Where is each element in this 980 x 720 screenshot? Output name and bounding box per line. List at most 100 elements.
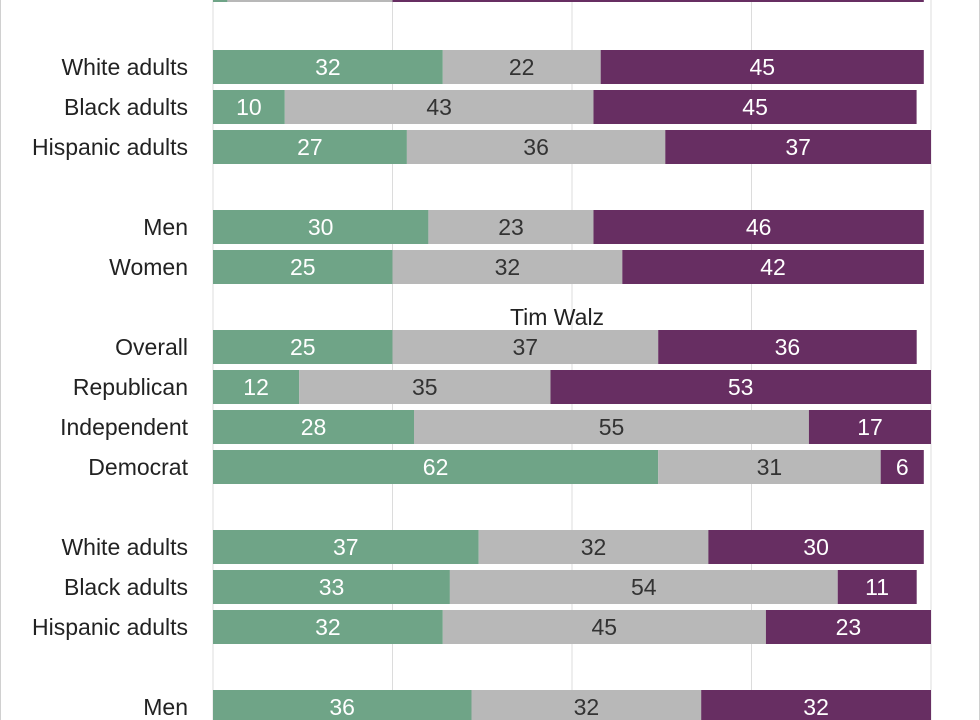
data-label: 10: [236, 94, 262, 120]
data-label: 30: [308, 214, 334, 240]
data-label: 42: [760, 254, 786, 280]
bar-row: 62 31 6: [213, 450, 924, 484]
bar-row: 25 32 42: [213, 250, 924, 284]
bar-segment: [299, 370, 551, 404]
bar-segment: [808, 410, 931, 444]
data-label: 36: [329, 694, 355, 720]
bar-segment: [414, 410, 809, 444]
bar-segment: [665, 130, 931, 164]
data-label: 23: [498, 214, 524, 240]
data-label: 36: [523, 134, 549, 160]
category-label: Hispanic adults: [32, 134, 188, 160]
bar-segment: [449, 570, 838, 604]
section-title: Tim Walz: [510, 304, 604, 330]
bar-segment: [442, 610, 766, 644]
category-label: Republican: [73, 374, 188, 400]
bar-segment: [213, 570, 450, 604]
data-label: 46: [746, 214, 772, 240]
bar-segment: [213, 0, 228, 2]
data-label: 53: [728, 374, 754, 400]
data-label: 12: [243, 374, 269, 400]
category-label: Men: [143, 214, 188, 240]
bar-row: [213, 0, 924, 2]
bar-segment: [622, 250, 924, 284]
category-label: Black adults: [64, 574, 188, 600]
bar-segment: [471, 690, 702, 720]
bar-row: 12 35 53: [213, 370, 931, 404]
data-label: 45: [742, 94, 768, 120]
bar-segment: [658, 450, 881, 484]
bar-segment: [708, 530, 924, 564]
bar-segment: [213, 450, 659, 484]
bar-segment: [213, 410, 414, 444]
data-label: 31: [757, 454, 783, 480]
bar-segment: [213, 330, 393, 364]
bar-segment: [765, 610, 931, 644]
bar-row: 33 54 11: [213, 570, 917, 604]
data-label: 37: [785, 134, 811, 160]
bar-segment: [213, 130, 407, 164]
category-label: Independent: [60, 414, 189, 440]
data-label: 32: [315, 614, 341, 640]
category-label: Democrat: [88, 454, 188, 480]
category-label: Men: [143, 694, 188, 720]
bar-row: 25 37 36: [213, 330, 917, 364]
data-label: 32: [574, 694, 600, 720]
data-label: 32: [803, 694, 829, 720]
data-label: 54: [631, 574, 657, 600]
data-label: 17: [857, 414, 883, 440]
category-label: Hispanic adults: [32, 614, 188, 640]
bar-segment: [478, 530, 709, 564]
bar-row: 32 45 23: [213, 610, 931, 644]
bar-segment: [213, 250, 393, 284]
data-label: 45: [592, 614, 618, 640]
bar-segment: [593, 210, 924, 244]
bar-segment: [392, 250, 623, 284]
bar-segment: [428, 210, 594, 244]
bar-segment: [701, 690, 931, 720]
bar-row: 37 32 30: [213, 530, 924, 564]
data-label: 37: [513, 334, 539, 360]
bar-segment: [600, 50, 924, 84]
bar-segment: [442, 50, 601, 84]
bar-segment: [213, 210, 429, 244]
bar-row: 27 36 37: [213, 130, 931, 164]
category-label: White adults: [61, 54, 188, 80]
category-label: White adults: [61, 534, 188, 560]
bar-segment: [593, 90, 917, 124]
bar-segment: [227, 0, 393, 2]
data-label: 23: [836, 614, 862, 640]
data-label: 11: [865, 574, 889, 600]
data-label: 35: [412, 374, 438, 400]
data-label: 25: [290, 254, 316, 280]
data-label: 28: [301, 414, 327, 440]
data-label: 32: [581, 534, 607, 560]
bar-segment: [392, 0, 924, 2]
bar-segment: [392, 330, 659, 364]
data-label: 25: [290, 334, 316, 360]
category-label: Overall: [115, 334, 188, 360]
bar-row: 36 32 32: [213, 690, 931, 720]
data-label: 27: [297, 134, 323, 160]
bar-segment: [284, 90, 594, 124]
data-label: 32: [315, 54, 341, 80]
category-label: Women: [109, 254, 188, 280]
bar-segment: [213, 610, 443, 644]
data-label: 45: [750, 54, 776, 80]
data-label: 36: [775, 334, 801, 360]
data-label: 43: [426, 94, 452, 120]
bar-row: 32 22 45: [213, 50, 924, 84]
data-label: 32: [495, 254, 521, 280]
bar-row: 30 23 46: [213, 210, 924, 244]
data-label: 22: [509, 54, 535, 80]
bar-segment: [213, 90, 285, 124]
data-label: 37: [333, 534, 359, 560]
bar-segment: [880, 450, 924, 484]
frame-left-border: [0, 0, 1, 720]
bar-segment: [213, 50, 443, 84]
bar-segment: [213, 370, 300, 404]
data-label: 6: [896, 454, 909, 480]
bar-segment: [213, 690, 472, 720]
